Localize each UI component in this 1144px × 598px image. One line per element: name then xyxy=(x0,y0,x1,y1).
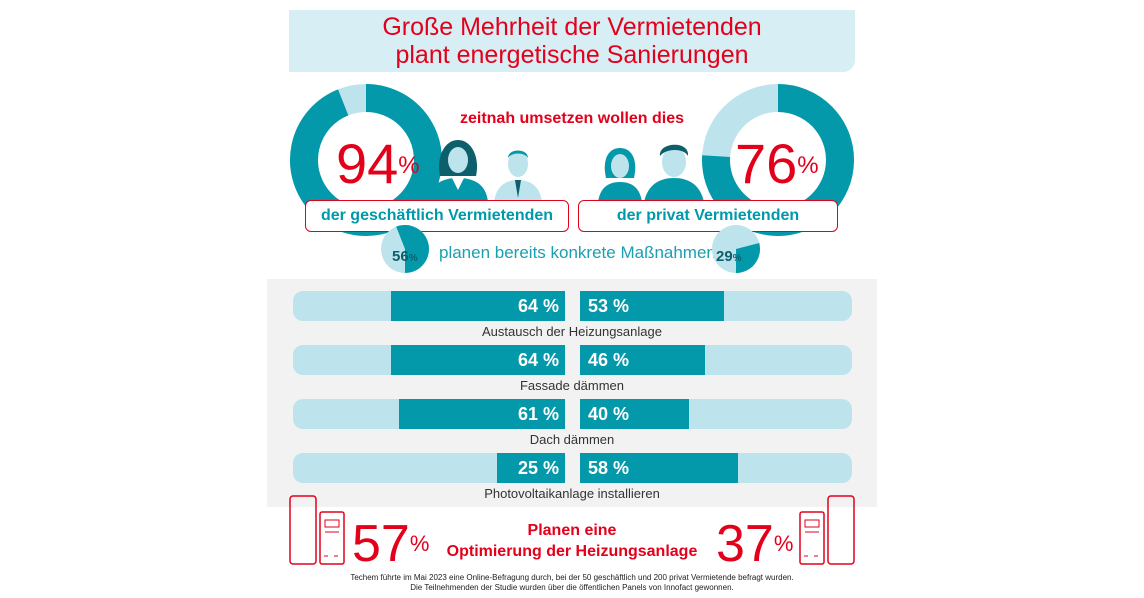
title-line-2: plant energetische Sanierungen xyxy=(395,41,749,69)
footnote-line-2: Die Teilnehmenden der Studie wurden über… xyxy=(410,583,734,592)
bottom-right-sign: % xyxy=(773,531,794,556)
title-box: Große Mehrheit der Vermietenden plant en… xyxy=(289,10,855,72)
bar-label-business: 25 % xyxy=(517,458,559,478)
business-concrete-value: 56 xyxy=(392,248,409,265)
heating-unit-icon-left xyxy=(289,495,345,565)
private-concrete-pie-slice xyxy=(736,243,760,273)
business-percent: 94% xyxy=(336,136,420,192)
bar-label-private: 58 % xyxy=(588,458,630,478)
private-label: der privat Vermietenden xyxy=(616,207,800,224)
title-line-1: Große Mehrheit der Vermietenden xyxy=(382,13,762,41)
bar-private xyxy=(580,291,725,321)
bottom-left-percent: 57% xyxy=(352,518,429,570)
pie-concrete-business xyxy=(381,225,429,273)
bottom-left-value: 57 xyxy=(352,515,410,573)
bar-business xyxy=(497,453,565,483)
bar-category-label: Fassade dämmen xyxy=(519,378,625,393)
bottom-left-sign: % xyxy=(409,531,430,556)
business-label-box: der geschäftlich Vermietenden xyxy=(305,200,569,232)
bar-label-business: 64 % xyxy=(517,296,559,316)
footnote-line-1: Techem führte im Mai 2023 eine Online-Be… xyxy=(350,573,794,582)
business-concrete-percent: 56% xyxy=(392,248,418,265)
footnote: Techem führte im Mai 2023 eine Online-Be… xyxy=(280,573,864,593)
concrete-measures-label: planen bereits konkrete Maßnahmen xyxy=(439,243,716,262)
business-concrete-sign: % xyxy=(408,253,418,264)
headline: zeitnah umsetzen wollen dies xyxy=(459,110,685,127)
private-percent-value: 76 xyxy=(735,132,798,195)
private-concrete-value: 29 xyxy=(716,248,733,265)
bottom-statement-line-1: Planen eine xyxy=(527,522,617,539)
bar-category-label: Dach dämmen xyxy=(529,432,615,447)
private-concrete-sign: % xyxy=(732,253,742,264)
pie-concrete-private xyxy=(712,225,760,273)
business-percent-value: 94 xyxy=(336,132,399,195)
bar-business xyxy=(390,291,565,321)
business-percent-sign: % xyxy=(398,152,420,179)
private-percent-sign: % xyxy=(797,152,819,179)
business-label: der geschäftlich Vermietenden xyxy=(320,207,554,224)
heating-unit-icon-right xyxy=(799,495,855,565)
business-people-illustration xyxy=(428,140,542,202)
bar-label-business: 64 % xyxy=(517,350,559,370)
bar-business xyxy=(390,345,565,375)
private-concrete-percent: 29% xyxy=(716,248,742,265)
bar-private xyxy=(580,345,706,375)
bar-label-private: 53 % xyxy=(588,296,630,316)
bar-private xyxy=(580,453,738,483)
private-people-illustration xyxy=(598,144,704,202)
bar-business xyxy=(399,399,565,429)
bar-category-label: Austausch der Heizungsanlage xyxy=(482,324,662,339)
bottom-statement: Planen eine Optimierung der Heizungsanla… xyxy=(440,520,704,562)
private-percent: 76% xyxy=(735,136,819,192)
bar-label-business: 61 % xyxy=(517,404,559,424)
bar-label-private: 40 % xyxy=(588,404,630,424)
bar-private xyxy=(580,399,689,429)
bottom-right-value: 37 xyxy=(716,515,774,573)
bar-category-label: Photovoltaikanlage installieren xyxy=(484,486,660,501)
private-label-box: der privat Vermietenden xyxy=(578,200,838,232)
bottom-right-percent: 37% xyxy=(716,518,793,570)
business-concrete-pie-slice xyxy=(396,225,429,273)
bottom-statement-line-2: Optimierung der Heizungsanlage xyxy=(446,543,698,560)
bar-label-private: 46 % xyxy=(588,350,630,370)
